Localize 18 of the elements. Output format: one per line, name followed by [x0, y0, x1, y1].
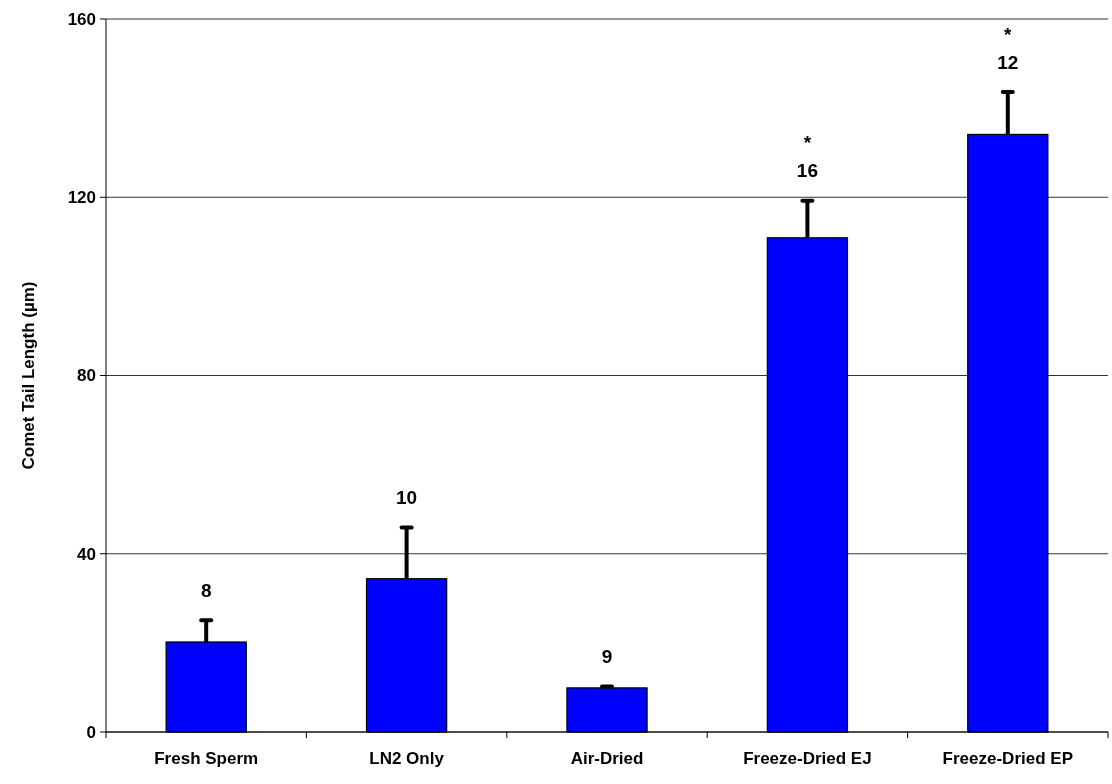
annotation: 12 — [997, 51, 1019, 73]
annotation: * — [803, 132, 812, 154]
y-axis-title: Comet Tail Length (µm) — [19, 281, 38, 470]
y-tick-label: 120 — [67, 188, 96, 208]
annotation: 16 — [796, 160, 818, 182]
x-tick-label: Fresh Sperm — [154, 749, 259, 768]
annotation: 10 — [396, 487, 418, 509]
y-tick-label: 40 — [77, 544, 96, 564]
y-tick-label: 80 — [77, 366, 96, 386]
x-tick-label: Freeze-Dried EJ — [743, 749, 872, 768]
x-tick-label: Freeze-Dried EP — [942, 749, 1073, 768]
x-tick-label: LN2 Only — [369, 749, 445, 768]
y-tick-label: 160 — [67, 9, 96, 29]
annotation: 8 — [200, 579, 212, 601]
annotation: * — [1004, 23, 1013, 45]
x-tick-label: Air-Dried — [570, 749, 644, 768]
annotation: 9 — [601, 646, 613, 668]
y-tick-label: 0 — [86, 722, 96, 742]
